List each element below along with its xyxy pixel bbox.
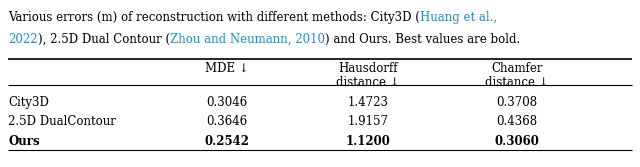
Text: Various errors (m) of reconstruction with different methods: City3D (: Various errors (m) of reconstruction wit…	[8, 11, 420, 24]
Text: 0.4368: 0.4368	[497, 115, 538, 128]
Text: Zhou and Neumann, 2010: Zhou and Neumann, 2010	[170, 33, 325, 46]
Text: MDE ↓: MDE ↓	[205, 62, 249, 75]
Text: 2.5D DualContour: 2.5D DualContour	[8, 115, 116, 128]
Text: 0.3046: 0.3046	[207, 96, 248, 109]
Text: 1.1200: 1.1200	[346, 135, 390, 148]
Text: distance ↓: distance ↓	[485, 76, 549, 89]
Text: 0.3708: 0.3708	[497, 96, 538, 109]
Text: City3D: City3D	[8, 96, 49, 109]
Text: distance ↓: distance ↓	[336, 76, 400, 89]
Text: Huang et al.,: Huang et al.,	[420, 11, 497, 24]
Text: 0.3646: 0.3646	[207, 115, 248, 128]
Text: Hausdorff: Hausdorff	[339, 62, 397, 75]
Text: ), 2.5D Dual Contour (: ), 2.5D Dual Contour (	[38, 33, 170, 46]
Text: 1.9157: 1.9157	[348, 115, 388, 128]
Text: Chamfer: Chamfer	[492, 62, 543, 75]
Text: 1.4723: 1.4723	[348, 96, 388, 109]
Text: ) and Ours. Best values are bold.: ) and Ours. Best values are bold.	[325, 33, 520, 46]
Text: 0.2542: 0.2542	[205, 135, 250, 148]
Text: 0.3060: 0.3060	[495, 135, 540, 148]
Text: Ours: Ours	[8, 135, 40, 148]
Text: 2022: 2022	[8, 33, 38, 46]
